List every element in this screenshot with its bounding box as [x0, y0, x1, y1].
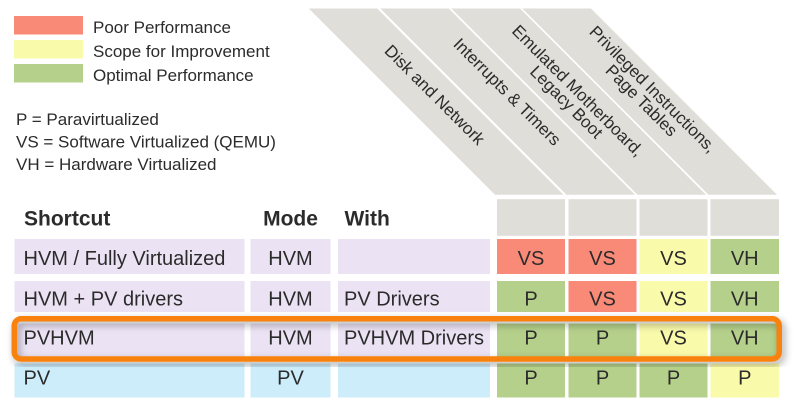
svg-text:P: P [667, 368, 680, 390]
svg-text:HVM: HVM [268, 288, 312, 310]
svg-text:HVM + PV drivers: HVM + PV drivers [24, 288, 183, 310]
svg-text:P: P [738, 368, 751, 390]
svg-text:VH = Hardware Virtualized: VH = Hardware Virtualized [16, 155, 216, 174]
svg-text:P: P [596, 368, 609, 390]
svg-text:Shortcut: Shortcut [24, 208, 110, 231]
svg-text:VH: VH [731, 328, 759, 350]
svg-text:Scope for Improvement: Scope for Improvement [93, 42, 270, 61]
svg-text:VS: VS [660, 248, 687, 270]
svg-text:PV: PV [24, 368, 51, 390]
svg-text:HVM: HVM [268, 248, 312, 270]
svg-text:PVHVM Drivers: PVHVM Drivers [344, 328, 484, 350]
svg-text:P: P [524, 288, 537, 310]
svg-text:HVM: HVM [268, 328, 312, 350]
svg-text:VH: VH [731, 288, 759, 310]
svg-text:Poor Performance: Poor Performance [93, 18, 231, 37]
svg-text:With: With [345, 208, 390, 231]
svg-text:P: P [524, 328, 537, 350]
svg-text:Optimal Performance: Optimal Performance [93, 66, 254, 85]
svg-text:VS: VS [589, 288, 616, 310]
svg-text:PVHVM: PVHVM [24, 328, 95, 350]
svg-text:VS: VS [660, 328, 687, 350]
svg-text:PV: PV [277, 368, 304, 390]
svg-text:VS = Software Virtualized (QEM: VS = Software Virtualized (QEMU) [16, 133, 276, 152]
svg-text:VH: VH [731, 248, 759, 270]
svg-text:Mode: Mode [263, 208, 318, 231]
svg-text:PV Drivers: PV Drivers [344, 288, 440, 310]
svg-text:VS: VS [518, 248, 545, 270]
svg-text:P: P [596, 328, 609, 350]
svg-text:P: P [524, 368, 537, 390]
svg-text:HVM / Fully Virtualized: HVM / Fully Virtualized [24, 248, 226, 270]
svg-text:VS: VS [589, 248, 616, 270]
svg-text:VS: VS [660, 288, 687, 310]
svg-text:P = Paravirtualized: P = Paravirtualized [16, 110, 159, 129]
